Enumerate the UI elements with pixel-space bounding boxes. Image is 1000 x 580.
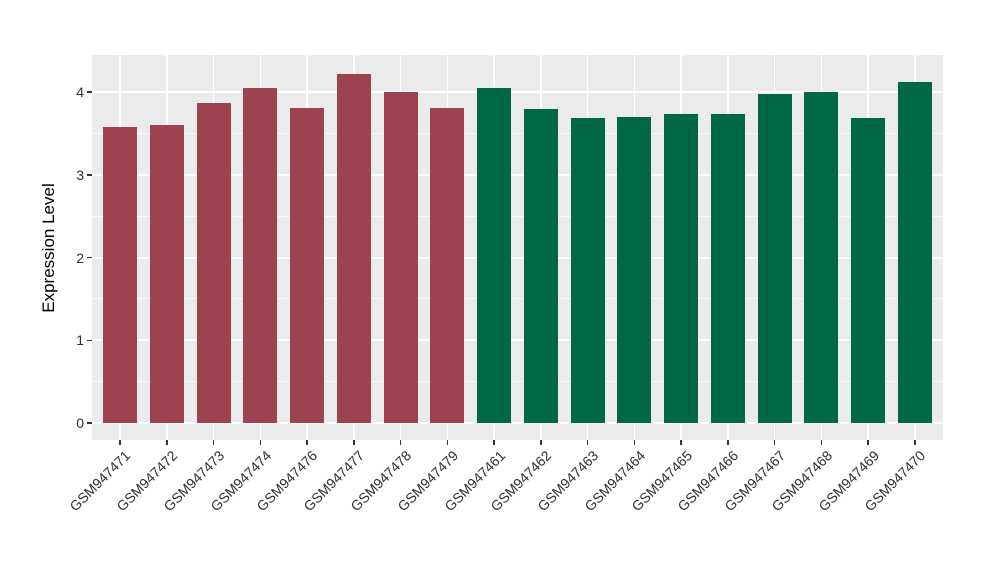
bar-GSM947466 [710,114,745,423]
x-axis-tick-mark [680,440,682,445]
x-axis-tick-mark [259,440,262,445]
bar-GSM947479 [430,107,465,423]
x-axis-tick-mark [119,440,121,445]
x-axis-tick-mark [867,440,869,445]
major-gridline-horizontal [92,256,943,259]
x-axis-tick-mark [540,440,542,445]
bar-GSM947477 [336,73,371,423]
bar-GSM947473 [196,102,231,423]
y-axis-tick-label: 3 [76,166,84,183]
x-axis-tick-mark [820,440,823,445]
bar-GSM947476 [290,107,325,423]
x-axis-tick-mark [493,440,495,445]
x-axis-tick-mark [446,440,449,445]
bar-GSM947467 [757,94,792,423]
bar-GSM947463 [570,118,605,423]
minor-gridline-horizontal [92,132,943,134]
bar-GSM947470 [898,82,932,423]
minor-gridline-horizontal [92,215,943,217]
bar-GSM947461 [477,87,512,423]
minor-gridline-horizontal [92,381,943,383]
y-axis-tick-mark [87,339,92,341]
plot-panel [92,55,943,440]
major-gridline-horizontal [92,91,943,93]
x-axis-tick-mark [586,440,589,445]
x-axis-tick-mark [353,440,355,445]
y-axis-tick-mark [87,174,92,176]
y-axis-tick-label: 4 [76,84,84,100]
x-axis-tick-mark [914,440,916,445]
major-gridline-horizontal [92,422,943,424]
bar-GSM947474 [243,87,278,423]
x-axis-tick-mark [212,440,215,445]
major-gridline-horizontal [92,173,943,176]
minor-gridline-horizontal [92,298,943,300]
major-gridline-horizontal [92,339,943,342]
y-axis-tick-label: 2 [76,249,84,266]
x-axis-tick-mark [166,440,168,445]
bar-GSM947469 [851,117,886,423]
bar-GSM947468 [804,92,839,423]
x-axis-tick-mark [633,440,636,445]
bar-GSM947462 [523,109,558,423]
bar-GSM947472 [149,125,184,423]
y-axis-tick-mark [87,422,92,424]
x-axis-tick-mark [773,440,776,445]
bar-GSM947471 [103,126,137,423]
y-axis-tick-mark [87,91,92,93]
x-axis-tick-mark [399,440,402,445]
bar-GSM947465 [664,114,699,423]
x-axis-tick-mark [306,440,308,445]
bar-GSM947478 [383,92,418,423]
x-axis-tick-mark [727,440,729,445]
y-axis-title: Expression Level [39,183,58,313]
bar-GSM947464 [617,116,652,423]
y-axis-tick-label: 1 [76,332,84,349]
y-axis-tick-mark [87,256,92,259]
y-axis-tick-label: 0 [76,415,84,431]
